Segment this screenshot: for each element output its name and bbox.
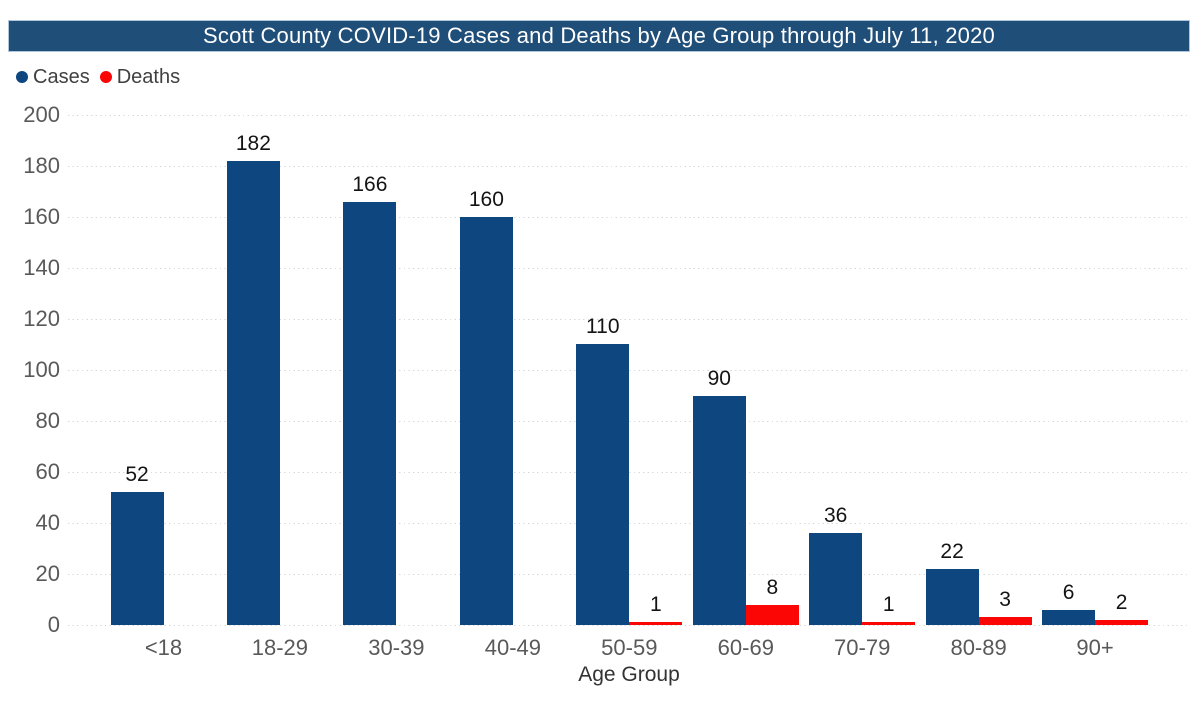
- y-tick-label: 160: [23, 204, 60, 229]
- cases-value-label: 166: [352, 173, 388, 196]
- legend-deaths-dot-icon: [99, 71, 112, 83]
- gridline: [68, 625, 1190, 626]
- x-tick-label: 18-29: [251, 635, 309, 660]
- y-tick-label: 80: [35, 408, 60, 433]
- cases-bar: [1042, 610, 1096, 625]
- legend-label: Deaths: [116, 65, 181, 88]
- y-tick-label: 140: [23, 255, 60, 280]
- cases-bar: [226, 161, 280, 625]
- cases-value-label: 160: [468, 188, 504, 211]
- deaths-value-label: 8: [766, 576, 779, 599]
- deaths-value-label: 3: [999, 588, 1011, 611]
- deaths-value-label: 1: [649, 593, 662, 616]
- gridline: [68, 319, 1190, 320]
- y-tick-label: 0: [47, 612, 60, 637]
- deaths-bar: [1095, 620, 1149, 625]
- legend-label: Cases: [33, 65, 90, 88]
- cases-value-label: 110: [586, 315, 620, 338]
- cases-value-label: 36: [824, 504, 848, 527]
- legend-cases-dot-icon: [16, 71, 28, 83]
- cases-bar: [925, 569, 979, 625]
- legend-item-cases: Cases: [16, 66, 90, 89]
- gridline: [68, 217, 1190, 218]
- x-tick-label: 30-39: [368, 635, 425, 660]
- x-tick-label: <18: [144, 635, 183, 660]
- deaths-bar: [862, 622, 916, 625]
- deaths-bar: [629, 622, 683, 625]
- y-tick-label: 100: [23, 357, 60, 382]
- deaths-bar: [978, 617, 1032, 625]
- gridline: [68, 115, 1190, 116]
- deaths-value-label: 2: [1115, 591, 1128, 614]
- x-tick-label: 50-59: [601, 635, 658, 660]
- x-axis-title: Age Group: [578, 663, 680, 686]
- y-tick-label: 60: [35, 459, 60, 484]
- x-tick-label: 70-79: [834, 635, 891, 660]
- cases-value-label: 52: [125, 463, 149, 486]
- chart-title: Scott County COVID-19 Cases and Deaths b…: [203, 23, 995, 48]
- cases-value-label: 6: [1062, 581, 1075, 604]
- gridline: [68, 268, 1190, 269]
- chart-title-bar: Scott County COVID-19 Cases and Deaths b…: [8, 20, 1190, 52]
- y-tick-label: 20: [35, 561, 60, 586]
- cases-value-label: 182: [235, 132, 271, 155]
- cases-value-label: 90: [707, 367, 731, 390]
- x-tick-label: 40-49: [484, 635, 542, 660]
- deaths-value-label: 1: [882, 593, 895, 616]
- x-tick-label: 90+: [1076, 635, 1114, 660]
- cases-value-label: 22: [940, 540, 964, 563]
- cases-bar: [576, 344, 630, 625]
- legend-item-deaths: Deaths: [99, 65, 181, 89]
- cases-bar: [110, 492, 164, 625]
- y-tick-label: 200: [23, 102, 60, 127]
- x-tick-label: 80-89: [950, 635, 1007, 660]
- cases-bar: [459, 217, 513, 625]
- chart-legend: Cases Deaths: [16, 63, 180, 91]
- gridline: [68, 166, 1190, 167]
- deaths-bar: [745, 605, 799, 625]
- y-tick-label: 40: [35, 510, 60, 535]
- cases-bar: [809, 533, 863, 625]
- x-tick-label: 60-69: [717, 635, 774, 660]
- cases-bar: [343, 202, 397, 625]
- y-tick-label: 180: [23, 153, 60, 178]
- cases-bar: [692, 396, 746, 625]
- y-tick-label: 120: [23, 306, 60, 331]
